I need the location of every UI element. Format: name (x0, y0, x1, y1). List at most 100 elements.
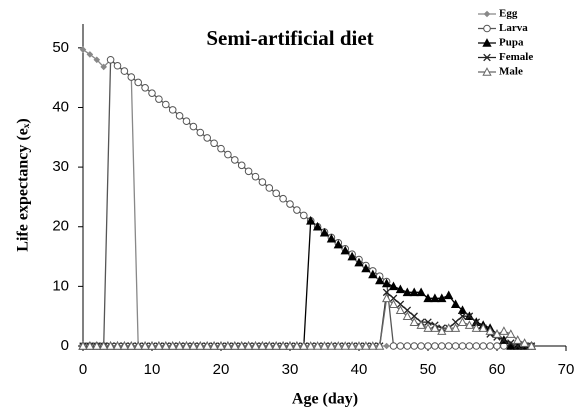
legend-label: Pupa (499, 37, 524, 49)
legend-label: Female (499, 51, 533, 63)
marker (134, 78, 142, 87)
marker (264, 341, 274, 350)
marker (395, 284, 406, 294)
y-tick-label: 50 (52, 39, 69, 56)
marker (486, 342, 494, 350)
legend-label: Egg (499, 8, 518, 20)
marker (92, 341, 102, 350)
marker (168, 341, 178, 350)
marker (500, 336, 508, 344)
marker (416, 287, 426, 297)
marker (257, 341, 268, 350)
marker (410, 312, 418, 320)
series-line (83, 58, 532, 347)
marker (472, 342, 481, 350)
marker (347, 251, 357, 261)
marker (120, 67, 129, 75)
marker (106, 55, 115, 64)
marker (78, 341, 88, 350)
marker (506, 329, 516, 338)
marker (258, 178, 267, 186)
marker (402, 287, 412, 297)
marker (396, 300, 405, 309)
legend-label: Larva (499, 22, 528, 34)
marker (479, 342, 488, 350)
marker (119, 341, 130, 350)
x-tick-label: 60 (489, 361, 506, 378)
marker (251, 172, 260, 181)
marker (493, 342, 501, 350)
marker (231, 156, 239, 164)
marker (437, 326, 447, 335)
legend-marker (482, 38, 492, 47)
marker (388, 299, 399, 309)
series-line (83, 219, 532, 347)
marker (457, 317, 468, 326)
marker (437, 293, 447, 303)
marker (93, 56, 101, 64)
marker (423, 293, 433, 303)
marker (471, 323, 481, 332)
marker (99, 341, 109, 350)
legend-marker (483, 10, 491, 18)
marker (382, 288, 391, 297)
series-line (83, 291, 532, 347)
marker (409, 317, 419, 326)
marker (216, 341, 226, 350)
marker (361, 341, 371, 350)
marker (195, 341, 205, 350)
marker (148, 89, 156, 97)
marker (154, 341, 164, 350)
x-tick-label: 50 (420, 361, 437, 378)
y-axis-label: Life expectancy (eₓ) (15, 118, 32, 251)
marker (79, 46, 87, 53)
marker (285, 341, 295, 350)
marker (306, 215, 316, 225)
marker (126, 341, 136, 350)
marker (319, 227, 330, 237)
marker (210, 139, 218, 148)
marker (140, 341, 150, 350)
x-tick-label: 30 (282, 361, 299, 378)
marker (395, 305, 406, 315)
marker (347, 341, 357, 350)
marker (174, 341, 185, 350)
x-axis-label: Age (day) (292, 391, 358, 408)
marker (202, 341, 212, 350)
legend-marker (483, 24, 491, 33)
marker (438, 342, 446, 350)
marker (424, 318, 432, 326)
marker (223, 341, 233, 350)
marker (424, 342, 432, 350)
legend-marker (483, 53, 491, 62)
x-tick-label: 0 (79, 361, 87, 378)
marker (105, 341, 116, 350)
marker (181, 341, 192, 350)
marker (526, 341, 537, 350)
marker (209, 341, 219, 350)
marker (410, 342, 419, 350)
marker (457, 305, 468, 315)
marker (409, 287, 419, 297)
marker (100, 63, 107, 71)
marker (499, 326, 509, 335)
marker (237, 341, 247, 350)
marker (175, 112, 184, 120)
marker (492, 329, 502, 338)
marker (388, 281, 399, 291)
x-tick-label: 40 (351, 361, 368, 378)
marker (127, 73, 136, 81)
marker (431, 342, 439, 350)
marker (188, 341, 199, 350)
marker (319, 341, 330, 350)
marker (402, 311, 412, 320)
marker (416, 320, 426, 329)
marker (389, 294, 398, 303)
marker (375, 275, 385, 285)
marker (478, 323, 488, 332)
marker (141, 84, 149, 92)
marker (444, 290, 454, 300)
y-tick-label: 40 (52, 98, 69, 115)
marker (368, 269, 378, 279)
